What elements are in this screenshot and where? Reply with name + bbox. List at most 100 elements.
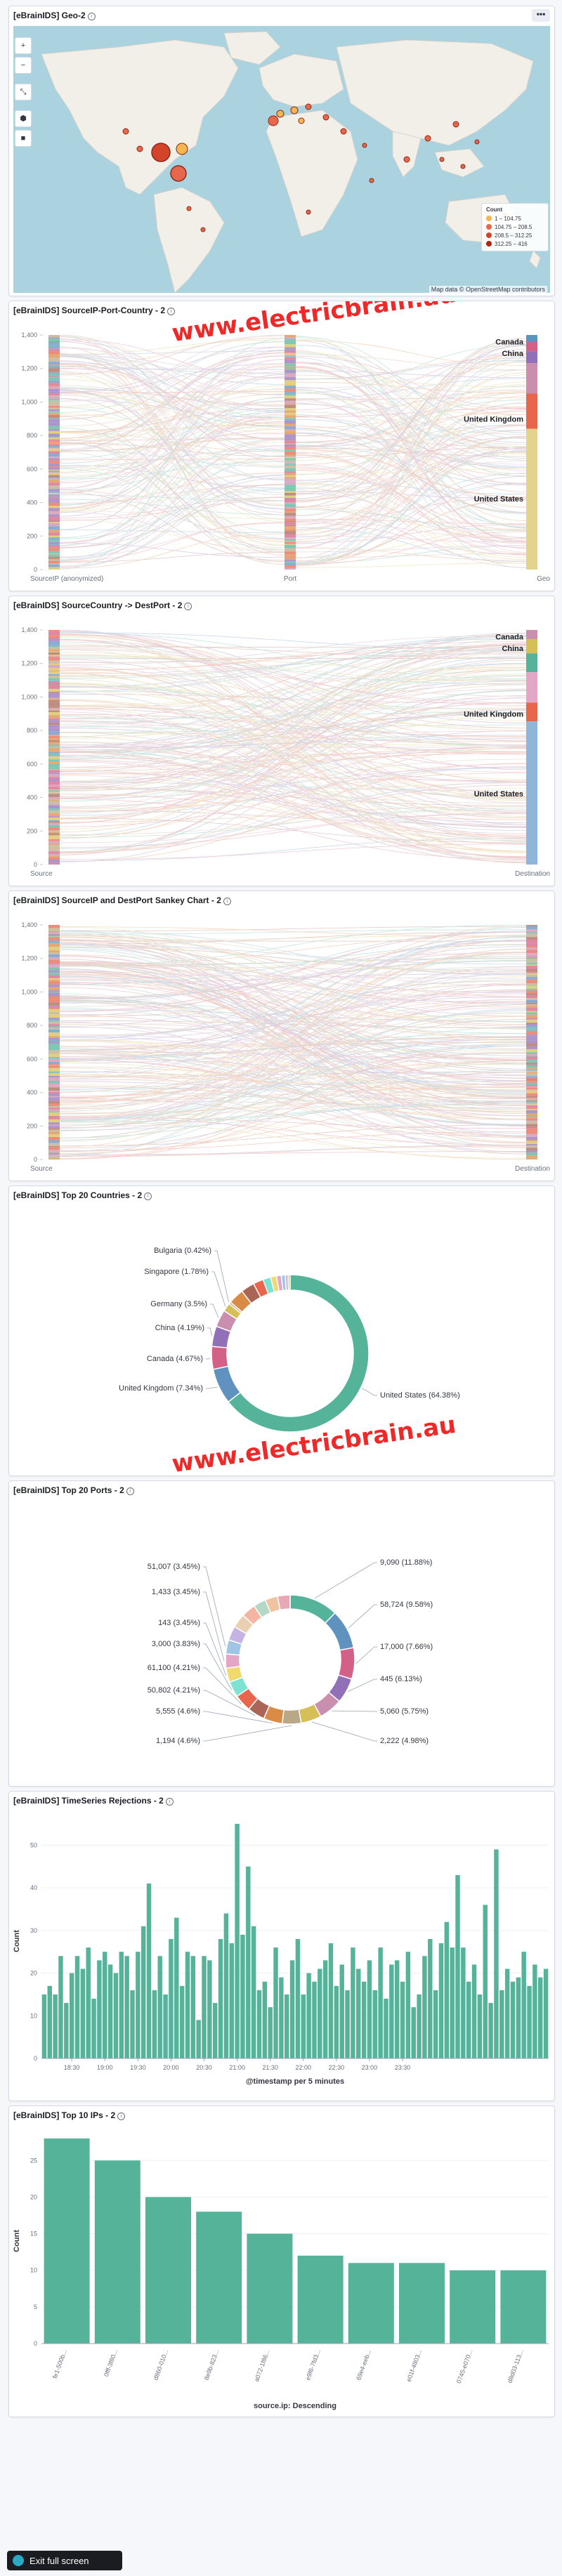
sankey-link xyxy=(295,446,527,565)
bar xyxy=(348,2263,394,2344)
sankey-link xyxy=(59,661,527,749)
node-label: Canada xyxy=(495,338,524,346)
zoom-in-button[interactable]: + xyxy=(15,37,32,54)
map-attribution[interactable]: Map data © OpenStreetMap contributors xyxy=(429,286,547,293)
slice-label: 1,194 (4.6%) xyxy=(156,1737,200,1745)
sankey-node xyxy=(526,1052,537,1055)
sankey-link xyxy=(59,1076,527,1091)
sankey-link xyxy=(59,497,285,518)
sankey-node xyxy=(48,790,60,792)
sankey-link xyxy=(59,361,285,412)
sankey-link xyxy=(59,632,527,650)
sankey-link xyxy=(295,488,527,560)
sankey-node xyxy=(48,1021,60,1025)
info-icon[interactable]: i xyxy=(117,2112,126,2120)
sankey-link xyxy=(59,786,527,827)
bar xyxy=(297,2255,344,2344)
bar xyxy=(361,1981,367,2058)
sankey-link xyxy=(59,763,527,862)
sankey-node xyxy=(48,516,60,519)
sankey-node xyxy=(48,972,60,975)
sankey-link xyxy=(59,949,527,1148)
bar xyxy=(322,1960,328,2058)
sankey-node xyxy=(48,453,60,457)
sankey-node xyxy=(48,335,60,338)
sankey-link xyxy=(59,936,527,1112)
sankey-link xyxy=(59,730,527,809)
y-tick-label: 1,200 xyxy=(21,955,37,962)
bar xyxy=(91,1998,96,2058)
info-icon[interactable]: i xyxy=(126,1487,134,1495)
map-markers[interactable] xyxy=(122,103,508,232)
sankey-link xyxy=(59,715,527,819)
map-marker xyxy=(403,156,410,163)
sankey-link xyxy=(59,1117,527,1129)
sankey-node xyxy=(526,1116,537,1119)
y-tick-label: 0 xyxy=(34,2055,37,2062)
sankey-link xyxy=(59,449,285,491)
draw-polygon-button[interactable]: ⬢ xyxy=(15,110,32,127)
sankey-link xyxy=(59,710,527,786)
sankey-link xyxy=(59,982,527,1023)
sankey-node xyxy=(48,395,60,397)
sankey-link xyxy=(59,684,527,799)
y-tick-label: 0 xyxy=(34,861,37,868)
sankey-link xyxy=(59,523,285,558)
sankey-node xyxy=(48,368,60,372)
node-label: Canada xyxy=(495,633,524,641)
world-map[interactable] xyxy=(13,26,550,293)
sankey-link xyxy=(295,353,527,485)
sankey-link xyxy=(295,390,527,526)
donut-chart[interactable]: 9,090 (11.88%)58,724 (9.58%)17,000 (7.66… xyxy=(9,1499,554,1785)
sankey-node xyxy=(526,1046,537,1049)
sankey-node xyxy=(526,1086,537,1088)
sankey-node xyxy=(48,560,60,563)
info-icon[interactable]: i xyxy=(165,1798,174,1806)
sankey-link xyxy=(295,369,527,389)
sankey-link xyxy=(59,1044,527,1159)
panel-options-button[interactable]: ••• xyxy=(532,9,550,22)
sankey-link xyxy=(59,636,527,756)
sankey-link xyxy=(59,542,285,558)
sankey-node xyxy=(48,396,60,400)
exit-full-screen-button[interactable]: Exit full screen xyxy=(7,2551,122,2570)
sankey-node xyxy=(48,448,60,452)
sankey-link xyxy=(59,990,527,1098)
sankey-node xyxy=(48,975,60,978)
sankey-node xyxy=(48,697,60,699)
fit-bounds-button[interactable]: ⤡ xyxy=(15,84,32,100)
sankey-link xyxy=(59,629,527,825)
sankey-node xyxy=(526,1070,537,1071)
sankey-node xyxy=(285,426,296,430)
info-icon[interactable]: i xyxy=(87,13,96,20)
sankey-node xyxy=(526,1129,537,1132)
sankey-link xyxy=(295,433,527,513)
bar xyxy=(378,1947,383,2058)
sankey-link xyxy=(59,645,527,671)
sankey-node xyxy=(48,792,60,794)
sankey-node xyxy=(526,1018,537,1020)
info-icon[interactable]: i xyxy=(184,603,192,610)
sankey-link xyxy=(59,940,527,1148)
sankey-link xyxy=(59,488,285,539)
info-icon[interactable]: i xyxy=(144,1192,152,1200)
bar xyxy=(285,1994,289,2058)
sankey-link xyxy=(59,355,285,385)
info-icon[interactable]: i xyxy=(223,898,231,905)
y-tick-label: 400 xyxy=(27,1089,37,1096)
sankey-link xyxy=(59,771,527,824)
sankey-node xyxy=(48,964,60,968)
zoom-out-button[interactable]: − xyxy=(15,57,32,74)
sankey-link xyxy=(59,942,527,1136)
info-icon[interactable]: i xyxy=(167,308,176,315)
donut-chart[interactable]: United States (64.38%)United Kingdom (7.… xyxy=(9,1204,554,1474)
draw-rectangle-button[interactable]: ■ xyxy=(15,130,32,147)
sankey-link xyxy=(295,378,527,400)
sankey-link xyxy=(59,371,285,501)
sankey-node xyxy=(48,770,60,773)
